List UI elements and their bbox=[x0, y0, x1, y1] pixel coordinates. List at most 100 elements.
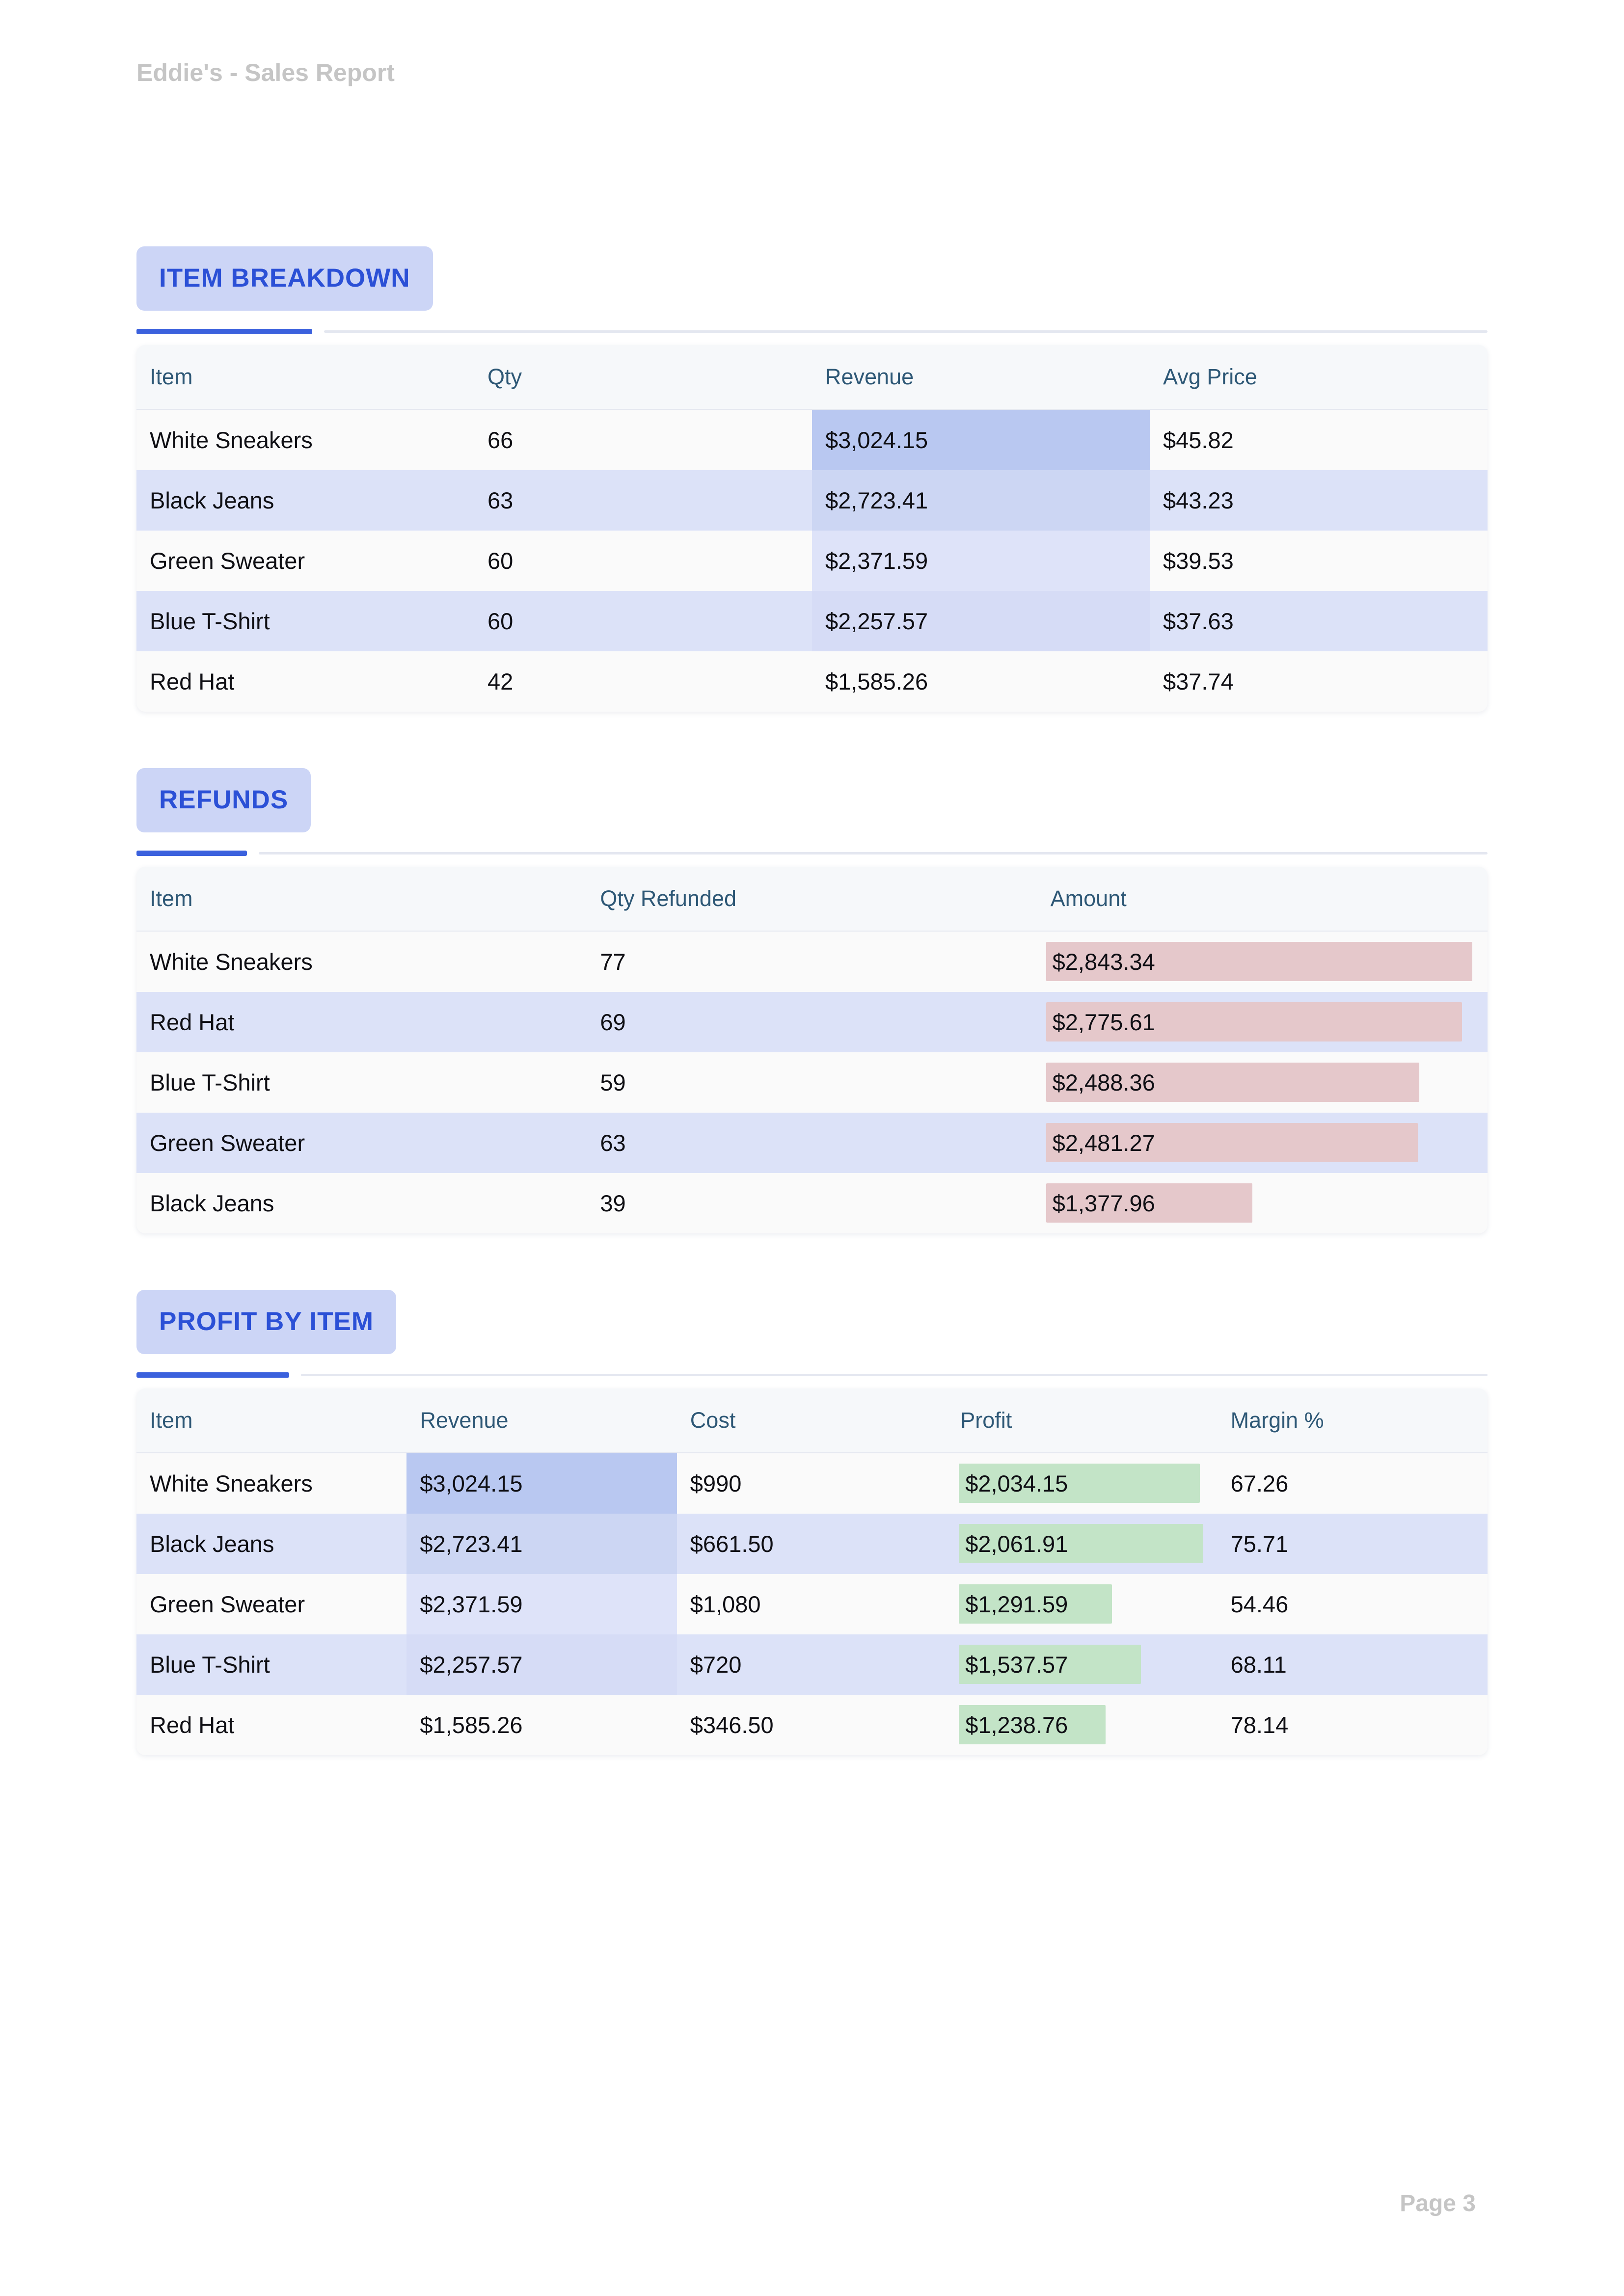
table-cell: $2,371.59 bbox=[406, 1574, 677, 1634]
table-cell: $2,775.61 bbox=[1037, 992, 1488, 1052]
table-cell: $1,291.59 bbox=[947, 1574, 1217, 1634]
table-cell: White Sneakers bbox=[150, 948, 313, 975]
section-refunds: REFUNDS Item Qty Refunded Amount White Snea… bbox=[136, 768, 1488, 1233]
column-header: Margin % bbox=[1230, 1407, 1324, 1433]
table-cell: $346.50 bbox=[690, 1711, 774, 1738]
table-row: Blue T-Shirt 60 $2,257.57 $37.63 bbox=[136, 590, 1488, 651]
section-title-badge: ITEM BREAKDOWN bbox=[136, 246, 433, 311]
table-cell: $2,034.15 bbox=[947, 1453, 1217, 1514]
table-cell: $2,371.59 bbox=[812, 530, 1150, 591]
table-row: Red Hat 69 $2,775.61 bbox=[136, 991, 1488, 1052]
table-cell: $1,537.57 bbox=[947, 1634, 1217, 1695]
table-cell: Green Sweater bbox=[150, 1591, 305, 1617]
table-cell: $37.74 bbox=[1163, 668, 1234, 694]
profit-bar: $1,537.57 bbox=[959, 1645, 1141, 1684]
profit-bar: $2,034.15 bbox=[959, 1464, 1200, 1503]
table-cell: 54.46 bbox=[1230, 1591, 1289, 1617]
table-cell: $720 bbox=[690, 1651, 742, 1678]
table-row: White Sneakers 66 $3,024.15 $45.82 bbox=[136, 409, 1488, 470]
underline-accent bbox=[136, 328, 312, 334]
column-header: Qty bbox=[487, 364, 522, 389]
table-cell: 60 bbox=[487, 608, 514, 634]
column-header: Avg Price bbox=[1163, 364, 1257, 389]
section-underline bbox=[136, 328, 1488, 334]
table-cell: $37.63 bbox=[1163, 608, 1234, 634]
table-cell: $45.82 bbox=[1163, 427, 1234, 453]
table-cell: White Sneakers bbox=[150, 427, 313, 453]
profit-by-item-table: Item Revenue Cost Profit Margin % White Sneak… bbox=[136, 1388, 1488, 1755]
column-header: Qty Refunded bbox=[600, 885, 736, 911]
column-header: Cost bbox=[690, 1407, 736, 1433]
refund-amount-bar: $2,843.34 bbox=[1046, 942, 1472, 982]
table-cell: 66 bbox=[487, 427, 514, 453]
table-row: Blue T-Shirt 59 $2,488.36 bbox=[136, 1052, 1488, 1113]
table-cell: $43.23 bbox=[1163, 487, 1234, 513]
column-header: Amount bbox=[1050, 885, 1127, 911]
table-cell: $2,723.41 bbox=[812, 470, 1150, 531]
column-header: Item bbox=[150, 885, 193, 911]
column-header: Revenue bbox=[825, 364, 914, 389]
page-number: Page 3 bbox=[1400, 2190, 1476, 2216]
table-cell: $2,257.57 bbox=[406, 1634, 677, 1695]
table-header-row: Item Revenue Cost Profit Margin % bbox=[136, 1388, 1488, 1453]
table-cell: 78.14 bbox=[1230, 1711, 1289, 1738]
table-row: White Sneakers 77 $2,843.34 bbox=[136, 931, 1488, 992]
table-cell: $2,481.27 bbox=[1037, 1113, 1488, 1173]
table-cell: $661.50 bbox=[690, 1530, 774, 1557]
table-row: Black Jeans 63 $2,723.41 $43.23 bbox=[136, 470, 1488, 531]
column-header: Item bbox=[150, 364, 193, 389]
table-row: Black Jeans $2,723.41 $661.50 $2,061.91 75.7… bbox=[136, 1513, 1488, 1574]
section-underline bbox=[136, 850, 1488, 856]
section-title-badge: PROFIT BY ITEM bbox=[136, 1289, 397, 1354]
table-cell: $39.53 bbox=[1163, 547, 1234, 574]
column-header: Revenue bbox=[420, 1407, 509, 1433]
table-row: Red Hat 42 $1,585.26 $37.74 bbox=[136, 651, 1488, 712]
table-cell: 77 bbox=[600, 948, 626, 975]
table-cell: 42 bbox=[487, 668, 514, 694]
section-title-badge: REFUNDS bbox=[136, 768, 311, 832]
section-profit-by-item: PROFIT BY ITEM Item Revenue Cost Profit Marg… bbox=[136, 1289, 1488, 1755]
column-header: Item bbox=[150, 1407, 193, 1433]
table-cell: $1,585.26 bbox=[420, 1711, 523, 1738]
table-cell: $3,024.15 bbox=[406, 1453, 677, 1514]
table-cell: Black Jeans bbox=[150, 1530, 274, 1557]
table-cell: $1,377.96 bbox=[1037, 1173, 1488, 1233]
table-cell: 75.71 bbox=[1230, 1530, 1289, 1557]
table-row: Green Sweater 63 $2,481.27 bbox=[136, 1112, 1488, 1173]
table-row: Black Jeans 39 $1,377.96 bbox=[136, 1173, 1488, 1233]
table-cell: $3,024.15 bbox=[812, 409, 1150, 470]
table-cell: 60 bbox=[487, 547, 514, 574]
table-cell: 63 bbox=[487, 487, 514, 513]
document-title: Eddie's - Sales Report bbox=[136, 59, 395, 86]
underline-accent bbox=[136, 1372, 289, 1378]
profit-bar: $1,238.76 bbox=[959, 1705, 1106, 1745]
table-cell: $2,843.34 bbox=[1037, 932, 1488, 992]
table-cell: 67.26 bbox=[1230, 1470, 1289, 1496]
table-cell: 69 bbox=[600, 1009, 626, 1035]
table-cell: $2,723.41 bbox=[406, 1513, 677, 1574]
underline-track bbox=[324, 330, 1488, 333]
section-item-breakdown: ITEM BREAKDOWN Item Qty Revenue Avg Price Wh… bbox=[136, 246, 1488, 712]
table-row: Green Sweater 60 $2,371.59 $39.53 bbox=[136, 530, 1488, 591]
table-cell: Blue T-Shirt bbox=[150, 608, 270, 634]
table-cell: $2,061.91 bbox=[947, 1514, 1217, 1574]
table-cell: 68.11 bbox=[1230, 1651, 1287, 1678]
table-cell: Blue T-Shirt bbox=[150, 1069, 270, 1095]
table-cell: Red Hat bbox=[150, 668, 235, 694]
table-cell: $1,238.76 bbox=[947, 1695, 1217, 1755]
table-row: White Sneakers $3,024.15 $990 $2,034.15 67.2… bbox=[136, 1453, 1488, 1514]
table-cell: 59 bbox=[600, 1069, 626, 1095]
table-cell: Green Sweater bbox=[150, 1129, 305, 1156]
refund-amount-bar: $2,488.36 bbox=[1046, 1063, 1419, 1102]
column-header: Profit bbox=[960, 1407, 1012, 1433]
table-cell: 63 bbox=[600, 1129, 626, 1156]
refunds-table: Item Qty Refunded Amount White Sneakers 77 $2… bbox=[136, 866, 1488, 1233]
table-cell: $1,585.26 bbox=[825, 668, 928, 694]
table-row: Blue T-Shirt $2,257.57 $720 $1,537.57 68.11 bbox=[136, 1634, 1488, 1695]
table-cell: $990 bbox=[690, 1470, 742, 1496]
table-cell: $1,080 bbox=[690, 1591, 761, 1617]
table-cell: Green Sweater bbox=[150, 547, 305, 574]
table-header-row: Item Qty Refunded Amount bbox=[136, 867, 1488, 932]
underline-track bbox=[301, 1373, 1488, 1376]
